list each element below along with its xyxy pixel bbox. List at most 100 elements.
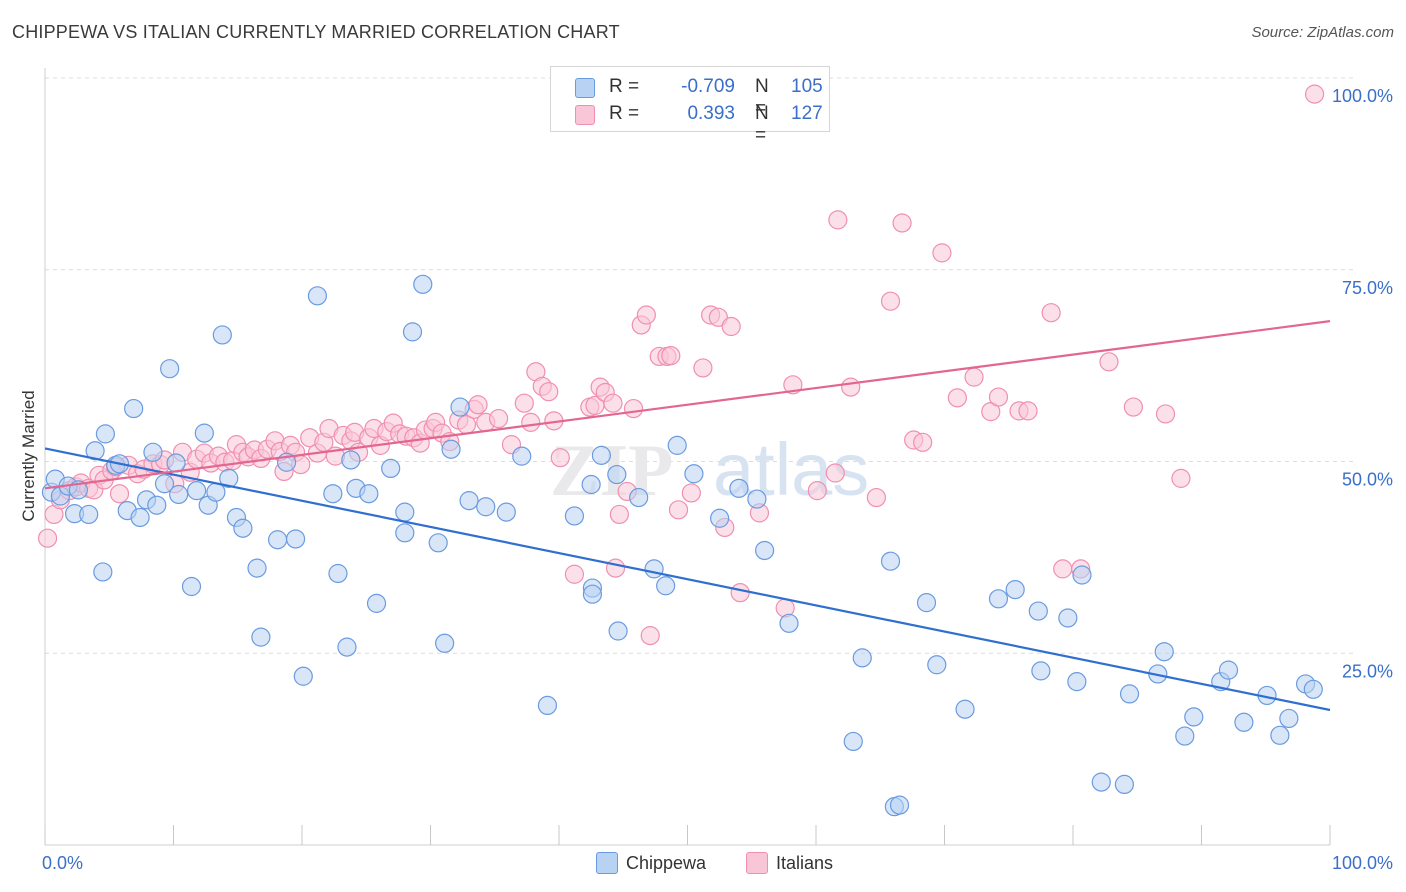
italians-point bbox=[828, 210, 848, 230]
italians-point bbox=[1155, 404, 1176, 424]
correlation-legend: R = -0.709 N = 105 R = 0.393 N = 127 bbox=[550, 66, 830, 146]
italians-point bbox=[623, 398, 644, 419]
chippewa-point bbox=[267, 530, 288, 550]
series-name-chippewa: Chippewa bbox=[626, 853, 707, 873]
italians-point bbox=[521, 412, 541, 432]
chippewa-point bbox=[582, 584, 603, 604]
italians-point bbox=[964, 367, 984, 387]
chippewa-point bbox=[1175, 726, 1195, 746]
legend-r-value: -0.709 bbox=[681, 76, 735, 97]
italians-point bbox=[880, 291, 901, 311]
chippewa-point bbox=[880, 551, 901, 571]
legend-r-label: R = bbox=[609, 103, 640, 124]
y-axis-label: Currently Married bbox=[19, 390, 38, 521]
italians-point bbox=[947, 388, 967, 408]
chippewa-point bbox=[1005, 579, 1025, 600]
chippewa-point bbox=[656, 576, 676, 596]
series-swatch-chippewa bbox=[596, 852, 618, 874]
italians-point bbox=[721, 316, 741, 337]
chippewa-point bbox=[1028, 601, 1048, 621]
chippewa-point bbox=[143, 442, 163, 462]
chippewa-point bbox=[459, 491, 479, 511]
italians-point bbox=[892, 213, 912, 233]
italians-point bbox=[932, 243, 952, 263]
italians-point bbox=[1171, 468, 1191, 488]
italians-point bbox=[730, 583, 750, 603]
italians-point bbox=[514, 393, 534, 413]
chippewa-point bbox=[341, 450, 361, 470]
italians-point bbox=[807, 481, 827, 501]
italians-point bbox=[668, 500, 689, 520]
chippewa-point bbox=[988, 589, 1009, 609]
chippewa-trend-line bbox=[44, 447, 1331, 712]
chippewa-point bbox=[1234, 712, 1254, 732]
italians-point bbox=[37, 528, 58, 548]
italians-points bbox=[37, 84, 1325, 646]
chippewa-point bbox=[323, 484, 343, 504]
chippewa-point bbox=[233, 518, 253, 538]
chippewa-point bbox=[441, 439, 461, 459]
chippewa-point bbox=[79, 504, 99, 525]
italians-point bbox=[609, 504, 629, 525]
chippewa-point bbox=[852, 648, 872, 668]
chippewa-point bbox=[247, 558, 267, 578]
chippewa-point bbox=[124, 398, 144, 419]
x-tick-label-min: 0.0% bbox=[42, 853, 83, 873]
chippewa-point bbox=[608, 621, 628, 641]
chippewa-point bbox=[169, 484, 189, 505]
italians-point bbox=[550, 448, 570, 468]
italians-point bbox=[1304, 84, 1325, 104]
chippewa-point bbox=[413, 274, 433, 294]
italians-point bbox=[564, 564, 585, 584]
chippewa-point bbox=[747, 489, 767, 509]
chippewa-point bbox=[1091, 772, 1111, 792]
italians-point bbox=[1053, 559, 1073, 579]
chippewa-point bbox=[450, 397, 470, 417]
legend-n-value: 127 bbox=[791, 103, 823, 124]
chippewa-point bbox=[366, 593, 387, 613]
chippewa-point bbox=[889, 795, 910, 815]
chippewa-point bbox=[402, 322, 423, 342]
chippewa-point bbox=[591, 445, 612, 465]
italians-point bbox=[866, 487, 886, 508]
italians-point bbox=[636, 305, 656, 325]
legend-n-label: N = bbox=[755, 103, 769, 146]
chippewa-point bbox=[212, 325, 232, 345]
italians-point bbox=[661, 346, 681, 366]
chippewa-point bbox=[328, 563, 348, 584]
y-tick-label: 25.0% bbox=[1342, 661, 1393, 681]
chippewa-point bbox=[95, 424, 115, 444]
chippewa-point bbox=[160, 359, 180, 379]
chippewa-point bbox=[395, 523, 415, 543]
chippewa-point bbox=[181, 576, 202, 597]
tick-labels: 25.0% 50.0% 75.0% 100.0% 0.0% 100.0% bbox=[42, 86, 1393, 873]
chippewa-point bbox=[1067, 672, 1087, 692]
chippewa-point bbox=[337, 637, 357, 657]
y-tick-label: 100.0% bbox=[1332, 86, 1393, 106]
chart-title: CHIPPEWA VS ITALIAN CURRENTLY MARRIED CO… bbox=[12, 22, 620, 42]
italians-point bbox=[489, 408, 509, 429]
chippewa-point bbox=[1218, 660, 1239, 680]
chippewa-point bbox=[194, 423, 214, 443]
y-tick-label: 75.0% bbox=[1342, 278, 1393, 298]
x-tick-label-max: 100.0% bbox=[1332, 853, 1393, 873]
chippewa-point bbox=[843, 731, 863, 752]
chippewa-point bbox=[251, 627, 271, 647]
chippewa-point bbox=[564, 506, 585, 526]
legend-r-label: R = bbox=[609, 76, 640, 97]
chippewa-point bbox=[1184, 707, 1204, 727]
source-credit: Source: ZipAtlas.com bbox=[1251, 24, 1394, 41]
italians-point bbox=[681, 483, 701, 503]
legend-r-value: 0.393 bbox=[687, 103, 735, 124]
legend-n-label: N = bbox=[755, 76, 769, 119]
chippewa-point bbox=[512, 446, 532, 466]
italians-point bbox=[1123, 397, 1143, 417]
chippewa-point bbox=[644, 559, 664, 579]
italians-point bbox=[1018, 401, 1038, 421]
legend-n-value: 105 bbox=[791, 76, 823, 97]
chippewa-point bbox=[537, 695, 558, 716]
italians-point bbox=[1099, 352, 1119, 372]
italians-point bbox=[988, 387, 1009, 407]
chippewa-point bbox=[667, 435, 687, 455]
